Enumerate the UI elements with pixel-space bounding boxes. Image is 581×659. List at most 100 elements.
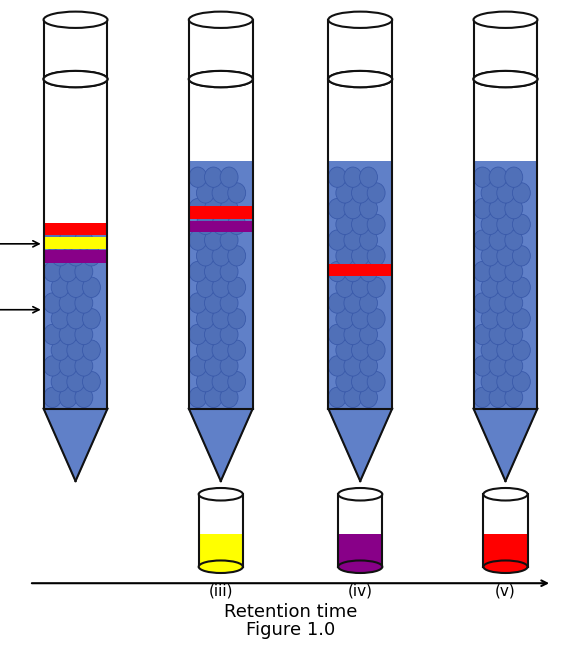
Circle shape: [44, 293, 62, 313]
Circle shape: [344, 324, 362, 345]
Circle shape: [189, 356, 207, 376]
Circle shape: [196, 308, 214, 329]
Circle shape: [212, 246, 230, 266]
Bar: [189, 221, 253, 231]
Circle shape: [196, 214, 214, 235]
Circle shape: [189, 293, 207, 313]
Circle shape: [489, 167, 507, 187]
Circle shape: [44, 356, 62, 376]
Bar: [44, 237, 107, 249]
Circle shape: [344, 262, 362, 281]
Ellipse shape: [328, 71, 392, 87]
Circle shape: [205, 387, 223, 407]
Circle shape: [228, 372, 246, 392]
Circle shape: [212, 277, 230, 297]
Circle shape: [352, 277, 370, 297]
Circle shape: [51, 246, 69, 266]
Circle shape: [505, 230, 523, 250]
Ellipse shape: [474, 12, 537, 28]
Circle shape: [512, 183, 530, 203]
Ellipse shape: [189, 71, 253, 87]
Text: Figure 1.0: Figure 1.0: [246, 621, 335, 639]
Circle shape: [59, 324, 77, 345]
Circle shape: [360, 324, 378, 345]
Circle shape: [481, 277, 499, 297]
Circle shape: [220, 230, 238, 250]
Circle shape: [474, 324, 492, 345]
Circle shape: [360, 230, 378, 250]
Circle shape: [497, 246, 515, 266]
Circle shape: [67, 246, 85, 266]
Circle shape: [205, 262, 223, 281]
Bar: [199, 534, 243, 567]
Bar: [474, 161, 537, 409]
Circle shape: [367, 277, 385, 297]
Circle shape: [474, 198, 492, 219]
Circle shape: [212, 183, 230, 203]
Circle shape: [189, 262, 207, 281]
Circle shape: [336, 340, 354, 360]
Circle shape: [205, 324, 223, 345]
Circle shape: [328, 324, 346, 345]
Circle shape: [59, 262, 77, 281]
Circle shape: [352, 246, 370, 266]
Circle shape: [474, 356, 492, 376]
Circle shape: [481, 372, 499, 392]
Circle shape: [474, 230, 492, 250]
Polygon shape: [328, 409, 392, 481]
Circle shape: [83, 372, 101, 392]
Text: (i): (i): [0, 237, 39, 251]
Circle shape: [220, 324, 238, 345]
Ellipse shape: [189, 12, 253, 28]
Circle shape: [228, 183, 246, 203]
Circle shape: [367, 372, 385, 392]
Circle shape: [196, 372, 214, 392]
Circle shape: [83, 277, 101, 297]
Ellipse shape: [338, 488, 382, 501]
Bar: [483, 534, 528, 567]
Ellipse shape: [199, 488, 243, 501]
Circle shape: [336, 183, 354, 203]
Circle shape: [367, 340, 385, 360]
Circle shape: [44, 324, 62, 345]
Ellipse shape: [474, 71, 537, 87]
Circle shape: [67, 277, 85, 297]
Circle shape: [474, 167, 492, 187]
Circle shape: [196, 340, 214, 360]
Circle shape: [481, 246, 499, 266]
Circle shape: [220, 356, 238, 376]
Text: Retention time: Retention time: [224, 603, 357, 621]
Circle shape: [481, 183, 499, 203]
Bar: [328, 161, 392, 409]
Circle shape: [360, 167, 378, 187]
Circle shape: [336, 308, 354, 329]
Polygon shape: [189, 409, 253, 481]
Ellipse shape: [483, 488, 528, 501]
Circle shape: [75, 262, 93, 281]
Circle shape: [360, 356, 378, 376]
Circle shape: [505, 262, 523, 281]
Circle shape: [344, 356, 362, 376]
Ellipse shape: [328, 12, 392, 28]
Circle shape: [51, 308, 69, 329]
Circle shape: [336, 246, 354, 266]
Text: (iii): (iii): [209, 583, 233, 598]
Circle shape: [67, 372, 85, 392]
Circle shape: [497, 183, 515, 203]
Circle shape: [220, 198, 238, 219]
Bar: [44, 223, 107, 235]
Circle shape: [196, 277, 214, 297]
Ellipse shape: [338, 560, 382, 573]
Circle shape: [205, 167, 223, 187]
Circle shape: [344, 167, 362, 187]
Circle shape: [336, 214, 354, 235]
Circle shape: [228, 246, 246, 266]
Circle shape: [481, 214, 499, 235]
Circle shape: [336, 277, 354, 297]
Text: (v): (v): [495, 583, 516, 598]
Circle shape: [189, 167, 207, 187]
Circle shape: [44, 262, 62, 281]
Circle shape: [360, 387, 378, 407]
Circle shape: [75, 356, 93, 376]
Circle shape: [196, 183, 214, 203]
